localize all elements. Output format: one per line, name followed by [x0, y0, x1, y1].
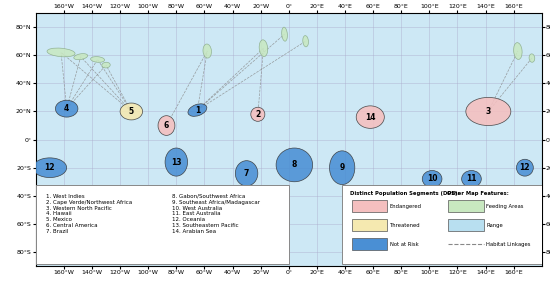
FancyBboxPatch shape — [448, 200, 483, 212]
Ellipse shape — [422, 170, 442, 187]
Text: 12: 12 — [520, 163, 530, 172]
Ellipse shape — [302, 36, 309, 47]
Text: 8: 8 — [292, 160, 297, 169]
Ellipse shape — [235, 161, 258, 186]
Ellipse shape — [356, 106, 384, 128]
FancyBboxPatch shape — [448, 219, 483, 231]
Text: 1: 1 — [195, 105, 200, 115]
Ellipse shape — [47, 48, 75, 57]
Text: 14: 14 — [365, 113, 376, 121]
Ellipse shape — [102, 62, 110, 68]
Ellipse shape — [120, 103, 142, 120]
Ellipse shape — [461, 170, 481, 187]
Text: 3: 3 — [486, 107, 491, 116]
Ellipse shape — [56, 100, 78, 117]
Ellipse shape — [251, 107, 265, 121]
Ellipse shape — [259, 40, 268, 57]
Ellipse shape — [203, 44, 211, 58]
Ellipse shape — [74, 54, 87, 60]
Ellipse shape — [516, 159, 534, 176]
Ellipse shape — [466, 97, 511, 126]
Ellipse shape — [165, 148, 188, 176]
Text: 7: 7 — [244, 169, 249, 178]
FancyBboxPatch shape — [352, 219, 387, 231]
Text: 10: 10 — [427, 174, 437, 184]
Text: Other Map Features:: Other Map Features: — [447, 192, 508, 196]
Text: Distinct Population Segments (DPS):: Distinct Population Segments (DPS): — [350, 192, 460, 196]
Text: 2: 2 — [255, 110, 261, 119]
Text: Habitat Linkages: Habitat Linkages — [486, 241, 531, 247]
Ellipse shape — [282, 27, 288, 41]
Ellipse shape — [91, 57, 104, 62]
Text: 12: 12 — [45, 163, 55, 172]
Text: 13: 13 — [171, 158, 182, 167]
Text: Threatened: Threatened — [390, 223, 421, 228]
Ellipse shape — [329, 151, 355, 184]
Text: Feeding Areas: Feeding Areas — [486, 204, 524, 208]
Ellipse shape — [529, 54, 535, 62]
Text: Not at Risk: Not at Risk — [390, 241, 419, 247]
Text: Range: Range — [486, 223, 503, 228]
Text: Endangered: Endangered — [390, 204, 422, 208]
FancyBboxPatch shape — [352, 238, 387, 250]
Ellipse shape — [158, 116, 175, 135]
Text: 11: 11 — [466, 174, 477, 184]
FancyBboxPatch shape — [342, 185, 542, 263]
Ellipse shape — [276, 148, 312, 182]
Text: 8. Gabon/Southwest Africa
9. Southeast Africa/Madagascar
10. West Australia
11. : 8. Gabon/Southwest Africa 9. Southeast A… — [172, 194, 260, 234]
Ellipse shape — [514, 43, 522, 59]
Ellipse shape — [33, 158, 67, 178]
Text: 1. West Indies
2. Cape Verde/Northwest Africa
3. Western North Pacific
4. Hawaii: 1. West Indies 2. Cape Verde/Northwest A… — [46, 194, 132, 234]
FancyBboxPatch shape — [36, 185, 289, 263]
FancyBboxPatch shape — [352, 200, 387, 212]
Ellipse shape — [188, 104, 207, 116]
Text: 9: 9 — [339, 163, 345, 172]
Text: 6: 6 — [164, 121, 169, 130]
Text: 4: 4 — [64, 104, 69, 113]
Text: 5: 5 — [129, 107, 134, 116]
